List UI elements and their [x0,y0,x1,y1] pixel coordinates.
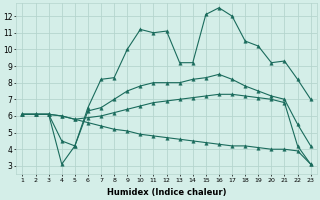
X-axis label: Humidex (Indice chaleur): Humidex (Indice chaleur) [107,188,226,197]
